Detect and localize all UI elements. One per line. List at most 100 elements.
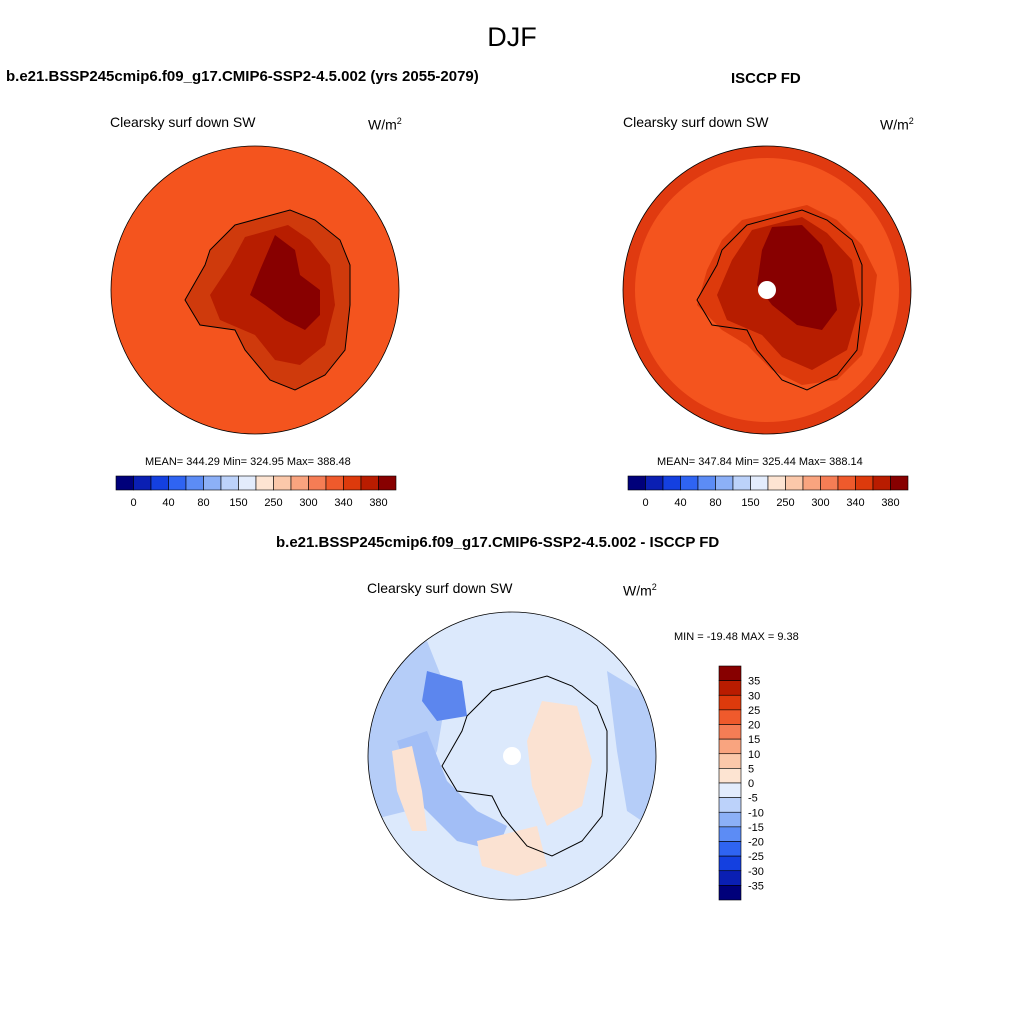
panel-1-colorbar-swatch <box>203 475 222 491</box>
panel-2-colorbar-swatch <box>662 475 681 491</box>
positive-region <box>392 746 427 831</box>
panel-2-colorbar-tick-label: 340 <box>846 497 864 509</box>
panel-2-colorbar-tick-label: 250 <box>776 497 794 509</box>
panel-3-colorbar-swatch <box>718 811 742 828</box>
panel-1-colorbar-swatch <box>273 475 292 491</box>
panel-1-colorbar-tick-label: 300 <box>299 497 317 509</box>
panel-3-colorbar-swatch <box>718 885 742 901</box>
panel-2-colorbar-swatch <box>890 475 909 491</box>
panel-1-colorbar-swatch <box>185 475 204 491</box>
pole-hole <box>503 747 521 765</box>
panel-3-colorbar-swatch <box>718 855 742 872</box>
panel-3-stats: MIN = -19.48 MAX = 9.38 <box>674 631 799 643</box>
panel-2-colorbar-tick-label: 40 <box>674 497 686 509</box>
panel-3-colorbar-swatch <box>718 665 742 681</box>
panel-1-colorbar-swatch <box>150 475 169 491</box>
panel-3-colorbar-swatch <box>718 797 742 813</box>
panel-2-colorbar-swatch <box>872 475 891 491</box>
panel-3-colorbar-tick-label: -15 <box>748 822 764 834</box>
panel-2-colorbar-tick-label: 0 <box>642 497 648 509</box>
panel-1-colorbar-tick-label: 0 <box>130 497 136 509</box>
panel-2-colorbar-swatch <box>767 475 786 491</box>
panel-2-stats: MEAN= 347.84 Min= 325.44 Max= 388.14 <box>657 456 863 468</box>
negative-region <box>422 671 467 721</box>
coastline <box>441 675 608 857</box>
panel-3-colorbar-tick-label: 0 <box>748 778 754 790</box>
panel-1-colorbar-tick-label: 150 <box>229 497 247 509</box>
panel-2-title: ISCCP FD <box>731 70 801 87</box>
panel-2-colorbar-swatch <box>837 475 856 491</box>
panel-3-colorbar-tick-label: 35 <box>748 676 760 688</box>
antarctica-core-field <box>250 235 320 330</box>
panel-2-colorbar-tick-label: 300 <box>811 497 829 509</box>
panel-2-colorbar-swatch <box>785 475 804 491</box>
panel-3-colorbar-tick-label: -30 <box>748 866 764 878</box>
panel-2-variable: Clearsky surf down SW <box>623 114 769 130</box>
positive-region <box>477 826 547 876</box>
panel-3-colorbar-tick-label: -25 <box>748 851 764 863</box>
panel-3-colorbar-tick-label: -35 <box>748 880 764 892</box>
negative-region <box>607 671 656 831</box>
panel-3-colorbar-swatch <box>718 753 742 769</box>
panel-2-units: W/m2 <box>880 116 914 133</box>
panel-2-colorbar-tick-label: 380 <box>881 497 899 509</box>
panel-2-colorbar-swatch <box>820 475 839 491</box>
main-title: DJF <box>487 22 537 52</box>
positive-region <box>527 701 592 826</box>
panel-1-colorbar-swatch <box>168 475 187 491</box>
panel-1-colorbar: 0 40 80 150 250 300 340 380 <box>115 475 397 509</box>
panel-1-colorbar-tick-label: 40 <box>162 497 174 509</box>
panel-2-map <box>622 145 912 435</box>
panel-1-colorbar-tick-label: 380 <box>369 497 387 509</box>
panel-1-colorbar-swatch <box>343 475 362 491</box>
panel-1-colorbar-swatch <box>378 475 397 491</box>
panel-1-colorbar-swatch <box>325 475 344 491</box>
panel-2-colorbar-swatch <box>627 475 646 491</box>
coastline <box>696 209 863 391</box>
panel-3-colorbar-swatch <box>718 680 742 696</box>
panel-2-colorbar-swatch <box>645 475 664 491</box>
panel-2-colorbar-swatch <box>697 475 716 491</box>
panel-3-colorbar-swatch <box>718 826 742 842</box>
panel-3-colorbar-tick-label: -5 <box>748 793 758 805</box>
map-border <box>110 145 400 435</box>
panel-3-colorbar-swatch <box>718 782 742 798</box>
panel-1-colorbar-swatch <box>220 475 239 491</box>
panel-3-variable: Clearsky surf down SW <box>367 580 513 596</box>
panel-3-title: b.e21.BSSP245cmip6.f09_g17.CMIP6-SSP2-4.… <box>276 534 720 551</box>
panel-2-colorbar: 0 40 80 150 250 300 340 380 <box>627 475 909 509</box>
panel-1-colorbar-swatch <box>133 475 152 491</box>
panel-2-colorbar-swatch <box>750 475 769 491</box>
panel-1-title: b.e21.BSSP245cmip6.f09_g17.CMIP6-SSP2-4.… <box>6 68 479 85</box>
panel-3-colorbar-swatch <box>718 724 742 740</box>
panel-3-colorbar-swatch <box>718 841 742 857</box>
map-border <box>367 611 657 901</box>
panel-1-colorbar-swatch <box>290 475 309 491</box>
pole-hole <box>758 281 776 299</box>
panel-3-colorbar-swatch <box>718 709 742 725</box>
panel-3-colorbar-swatch <box>718 870 742 886</box>
panel-1-colorbar-swatch <box>255 475 274 491</box>
panel-3-units: W/m2 <box>623 582 657 599</box>
panel-2-colorbar-swatch <box>715 475 734 491</box>
panel-1-map <box>110 145 400 435</box>
panel-1-colorbar-swatch <box>308 475 327 491</box>
panel-3-colorbar-tick-label: 10 <box>748 749 760 761</box>
panel-3-colorbar-tick-label: -20 <box>748 837 764 849</box>
panel-1-stats: MEAN= 344.29 Min= 324.95 Max= 388.48 <box>145 456 351 468</box>
panel-3-colorbar-tick-label: 15 <box>748 734 760 746</box>
antarctica-core-field <box>757 225 837 330</box>
panel-3-colorbar-swatch <box>718 738 742 755</box>
panel-1-colorbar-swatch <box>360 475 379 491</box>
panel-1-colorbar-tick-label: 80 <box>197 497 209 509</box>
panel-2-colorbar-swatch <box>802 475 821 491</box>
map-border <box>622 145 912 435</box>
coastline <box>184 209 351 391</box>
panel-3-colorbar-tick-label: 20 <box>748 720 760 732</box>
panel-3-map <box>367 611 657 901</box>
panel-3-colorbar-tick-label: 25 <box>748 705 760 717</box>
panel-1-colorbar-tick-label: 340 <box>334 497 352 509</box>
panel-2-colorbar-swatch <box>855 475 874 491</box>
panel-1-colorbar-swatch <box>115 475 134 491</box>
panel-1-variable: Clearsky surf down SW <box>110 114 256 130</box>
